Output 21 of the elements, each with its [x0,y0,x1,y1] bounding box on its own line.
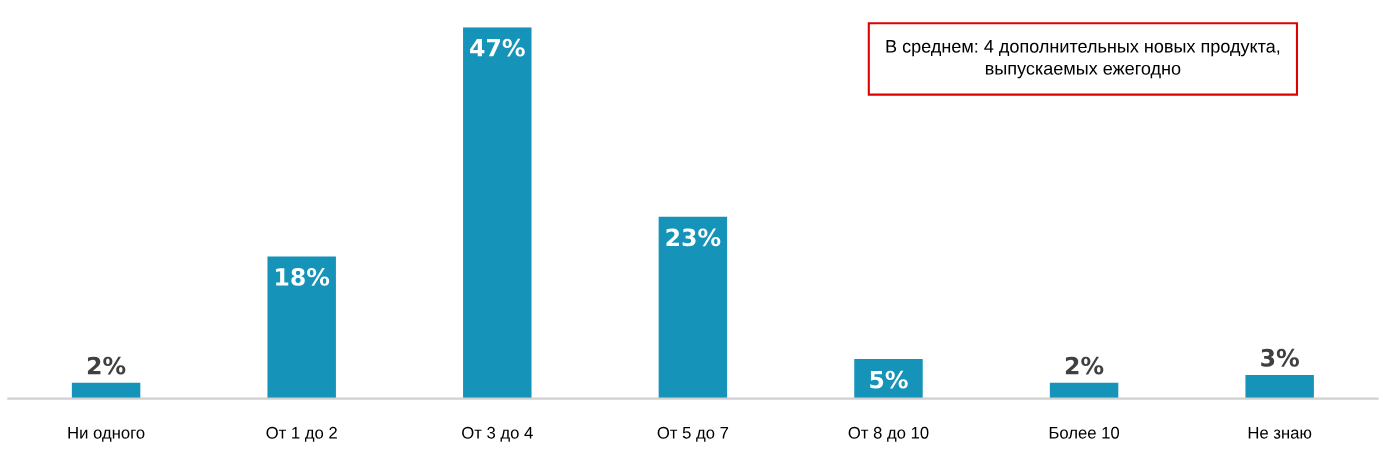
bar [267,256,336,399]
x-tick-label: Ни одного [68,427,145,442]
bar [658,216,728,399]
bar [463,27,532,399]
x-tick-label: От 1 до 2 [266,426,337,442]
x-tick-label: Более 10 [1049,426,1120,439]
bar [1245,374,1314,399]
data-label: 18% [276,267,330,286]
annotation: В среднем: 4 дополнительных новых продукта, выпускаемых ежегодно [886,40,1280,79]
data-label: 47% [470,38,525,57]
bar [1049,382,1119,399]
bar [71,382,141,399]
x-tick-label: Не знаю [1248,427,1312,439]
data-label: 3% [1261,348,1299,367]
x-tick-label: От 3 до 4 [462,426,533,442]
data-label: 23% [666,228,721,247]
data-label: 5% [870,370,908,389]
data-label: 2% [1065,356,1104,375]
x-tick-label: От 5 до 7 [657,426,729,442]
x-tick-label: От 8 до 10 [848,426,929,442]
data-label: 2% [87,356,126,375]
